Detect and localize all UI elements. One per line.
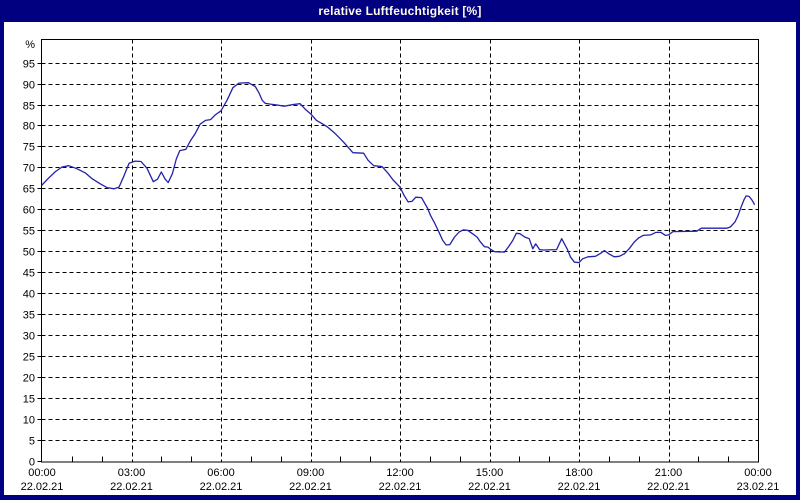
x-tick-time-label: 06:00 [207,467,235,479]
y-tick-label: 0 [29,457,35,469]
x-tick-date-label: 22.02.21 [110,481,153,493]
x-tick-date-label: 22.02.21 [379,481,422,493]
x-tick-date-label: 22.02.21 [468,481,511,493]
window-title: relative Luftfeuchtigkeit [%] [318,4,482,18]
y-tick-label: 15 [23,394,35,406]
plot-border [41,39,759,463]
y-tick-label: 90 [23,80,35,92]
y-tick-label: 10 [23,415,35,427]
y-tick-label: 55 [23,226,35,238]
y-tick-label: 85 [23,101,35,113]
x-tick-date-label: 23.02.21 [737,481,780,493]
humidity-line [41,82,756,264]
y-tick-label: 80 [23,121,35,133]
y-tick-label: 60 [23,205,35,217]
x-tick-time-label: 12:00 [386,467,414,479]
title-bar: relative Luftfeuchtigkeit [%] [0,0,800,22]
x-tick-date-label: 22.02.21 [647,481,690,493]
y-tick-label: 95 [23,59,35,71]
x-tick-time-label: 15:00 [476,467,504,479]
y-tick-label: 50 [23,247,35,259]
x-tick-date-label: 22.02.21 [21,481,64,493]
y-tick-label: 5 [29,436,35,448]
x-tick-time-label: 03:00 [118,467,146,479]
x-tick-time-label: 00:00 [744,467,772,479]
x-tick-time-label: 18:00 [565,467,593,479]
y-tick-label: 45 [23,268,35,280]
y-tick-label: 65 [23,184,35,196]
x-tick-time-label: 21:00 [655,467,683,479]
y-tick-label: 20 [23,373,35,385]
y-tick-label: 75 [23,142,35,154]
x-tick-date-label: 22.02.21 [289,481,332,493]
y-tick-label: 35 [23,310,35,322]
y-tick-label: 40 [23,289,35,301]
x-tick-date-label: 22.02.21 [558,481,601,493]
y-tick-label: 30 [23,331,35,343]
x-tick-date-label: 22.02.21 [200,481,243,493]
y-tick-label: 70 [23,163,35,175]
y-unit-label: % [25,39,35,51]
x-tick-time-label: 09:00 [297,467,325,479]
y-tick-label: 25 [23,352,35,364]
x-tick-time-label: 00:00 [28,467,56,479]
